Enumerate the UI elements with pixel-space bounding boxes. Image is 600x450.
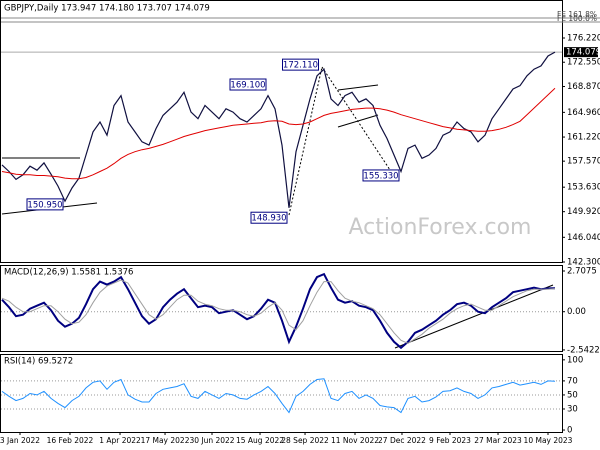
series-line	[1, 51, 556, 208]
y-tick-label: 157.570	[567, 157, 600, 167]
annotation-label: 148.930	[251, 214, 286, 224]
macd-title: MACD(12,26,9) 1.5581 1.5376	[4, 268, 133, 278]
x-tick-label: 28 Sep 2022	[281, 436, 329, 445]
y-tick-label: 168.870	[567, 82, 600, 92]
x-tick-label: 10 May 2023	[524, 436, 573, 445]
trend-line	[337, 84, 379, 91]
y-tick-label: 172.550	[567, 58, 600, 68]
price-panel	[0, 0, 563, 263]
annotation-box	[362, 169, 400, 182]
x-tick-label: 17 May 2022	[141, 436, 190, 445]
annotation-box	[282, 58, 319, 71]
x-tick-label: 27 Dec 2022	[378, 436, 426, 445]
x-tick-label: 16 Feb 2022	[47, 436, 94, 445]
last-price-label: 174.079	[566, 48, 600, 58]
y-tick-label: 142.300	[567, 258, 600, 268]
macd-panel	[0, 265, 563, 352]
y-tick-label: 0.00	[567, 307, 586, 317]
y-tick-label: -2.5422	[567, 345, 600, 355]
rsi-panel	[0, 354, 563, 433]
wave-line	[288, 66, 323, 216]
y-tick-label: 0	[567, 426, 572, 436]
y-tick-label: 50	[567, 390, 578, 400]
y-tick-label: 161.220	[567, 133, 600, 143]
annotation-box	[229, 78, 267, 91]
series-line	[1, 279, 556, 344]
annotation-label: 150.950	[27, 200, 62, 210]
x-tick-label: 9 Feb 2023	[429, 436, 471, 445]
last-price-tag	[564, 47, 598, 58]
y-tick-label: 30	[567, 404, 578, 414]
y-tick-label: 176.220	[567, 33, 600, 43]
x-tick-label: 11 Nov 2022	[331, 436, 379, 445]
annotation-box	[250, 211, 288, 224]
y-tick-label: 146.040	[567, 233, 600, 243]
annotation-label: 155.330	[363, 171, 398, 181]
x-tick-label: 15 Aug 2022	[236, 436, 284, 445]
x-tick-label: 27 Mar 2023	[474, 436, 522, 445]
level-label: FE 100.0%	[557, 14, 597, 23]
rsi-title: RSI(14) 69.5272	[4, 357, 73, 367]
series-line	[1, 272, 556, 350]
y-tick-label: 164.960	[567, 108, 600, 118]
watermark: ActionForex.com	[349, 215, 532, 240]
level-label: FE 161.8%	[557, 10, 597, 19]
y-tick-label: 70	[567, 376, 578, 386]
x-tick-label: 3 Jan 2022	[0, 436, 40, 445]
wave-line	[321, 66, 395, 177]
y-tick-label: 149.920	[567, 207, 600, 217]
annotation-label: 172.110	[283, 61, 318, 71]
series-line	[1, 87, 556, 180]
y-tick-label: 153.630	[567, 183, 600, 193]
price-title: GBPJPY,Daily 173.947 174.180 173.707 174…	[4, 4, 210, 14]
annotation-box	[26, 198, 64, 211]
annotation-label: 169.100	[230, 81, 265, 91]
series-line	[1, 378, 556, 414]
x-tick-label: 1 Apr 2022	[99, 436, 141, 445]
x-tick-label: 30 Jun 2022	[189, 436, 234, 445]
y-tick-label: 2.7075	[567, 266, 597, 276]
macd-trend-line	[394, 284, 554, 349]
y-tick-label: 100	[567, 355, 583, 365]
